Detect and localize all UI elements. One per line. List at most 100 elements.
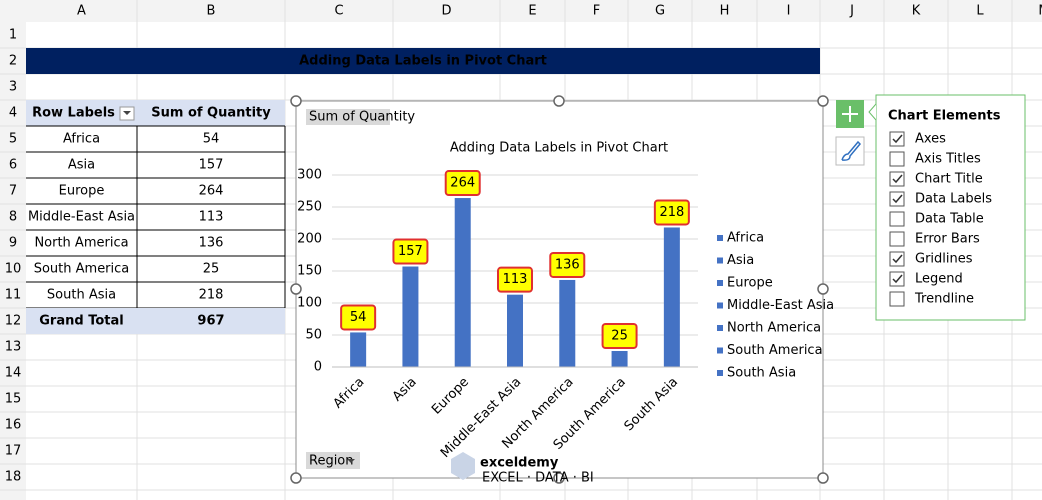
data-label-box xyxy=(392,238,429,265)
row-header: 9 xyxy=(9,236,17,251)
resize-handle[interactable] xyxy=(817,283,829,295)
checkbox[interactable] xyxy=(889,171,905,187)
legend-swatch xyxy=(717,370,723,376)
row-header: 18 xyxy=(5,470,22,485)
table-header: Row Labels xyxy=(32,106,115,121)
table-cell: Asia xyxy=(68,158,95,173)
y-tick-label: 200 xyxy=(297,232,322,247)
y-tick-label: 50 xyxy=(305,328,322,343)
table-cell: North America xyxy=(34,236,128,251)
row-header: 10 xyxy=(5,262,22,277)
resize-handle[interactable] xyxy=(290,95,302,107)
column-header: I xyxy=(787,4,791,19)
resize-handle[interactable] xyxy=(553,95,565,107)
brush-icon xyxy=(841,140,862,161)
legend-label: South America xyxy=(727,343,823,358)
bar xyxy=(507,294,523,367)
field-button[interactable] xyxy=(306,452,360,469)
legend-label: South Asia xyxy=(727,366,796,381)
watermark-name: exceldemy xyxy=(480,456,559,471)
checkbox-label: Chart Title xyxy=(915,172,983,187)
table-cell: 136 xyxy=(199,236,224,251)
column-header: H xyxy=(720,4,730,19)
resize-handle[interactable] xyxy=(290,472,302,484)
checkbox[interactable] xyxy=(889,271,905,287)
table-cell: 218 xyxy=(199,288,224,303)
checkbox-label: Gridlines xyxy=(915,252,973,267)
checkbox-label: Axis Titles xyxy=(915,152,981,167)
panel-pointer xyxy=(868,103,877,121)
watermark-logo xyxy=(451,452,475,480)
column-header: D xyxy=(441,4,451,19)
row-header: 11 xyxy=(5,288,22,303)
data-label: 218 xyxy=(659,205,684,220)
row-header: 13 xyxy=(5,340,22,355)
resize-handle[interactable] xyxy=(817,95,829,107)
resize-handle[interactable] xyxy=(553,472,565,484)
table-total-fill xyxy=(26,308,285,334)
checkbox-label: Trendline xyxy=(914,292,974,307)
field-button[interactable] xyxy=(306,109,390,125)
data-label-box xyxy=(549,251,586,278)
bar xyxy=(350,332,367,367)
value-field: Sum of Quantity xyxy=(309,110,415,125)
data-label-box xyxy=(653,199,690,226)
data-label: 157 xyxy=(398,244,423,259)
checkbox-label: Data Labels xyxy=(915,192,992,207)
legend-swatch xyxy=(717,257,723,264)
axis-field: Region xyxy=(309,454,354,469)
legend-swatch xyxy=(717,302,723,309)
y-tick-label: 0 xyxy=(314,360,322,375)
row-header: 5 xyxy=(9,132,17,147)
legend-label: Asia xyxy=(727,253,754,268)
checkbox-label: Axes xyxy=(915,132,946,147)
table-cell: South America xyxy=(34,262,130,277)
legend-swatch xyxy=(717,280,723,286)
table-cell: 54 xyxy=(203,132,220,147)
column-header: C xyxy=(334,4,343,19)
row-header: 4 xyxy=(9,106,17,121)
data-label: 54 xyxy=(350,310,367,325)
table-cell: South Asia xyxy=(47,288,116,303)
checkmark xyxy=(892,134,903,144)
banner-title: Adding Data Labels in Pivot Chart xyxy=(299,54,547,69)
resize-handle[interactable] xyxy=(817,472,829,484)
data-label: 113 xyxy=(503,272,528,287)
data-label-box xyxy=(340,304,377,331)
checkbox-label: Legend xyxy=(915,272,963,287)
data-label-box xyxy=(601,323,638,349)
checkbox-label: Data Table xyxy=(915,212,984,227)
checkmark xyxy=(892,174,903,184)
checkmark xyxy=(892,274,903,284)
table-cell: 25 xyxy=(203,262,220,277)
checkbox[interactable] xyxy=(889,211,905,227)
resize-handle[interactable] xyxy=(290,283,302,295)
column-header: A xyxy=(77,4,86,19)
bar xyxy=(559,279,576,367)
checkbox[interactable] xyxy=(889,231,905,247)
checkmark xyxy=(892,254,903,264)
checkbox[interactable] xyxy=(889,191,905,207)
column-header: L xyxy=(976,4,984,19)
checkbox[interactable] xyxy=(889,131,905,147)
column-header: F xyxy=(593,4,600,19)
table-cell: Africa xyxy=(63,132,100,147)
y-tick-label: 300 xyxy=(297,168,322,183)
checkbox[interactable] xyxy=(889,251,905,267)
chart-title: Adding Data Labels in Pivot Chart xyxy=(450,141,668,156)
row-header: 8 xyxy=(9,210,17,225)
column-header: E xyxy=(528,4,536,19)
row-header: 2 xyxy=(9,54,17,69)
checkbox[interactable] xyxy=(889,291,905,307)
row-header: 15 xyxy=(5,392,22,407)
data-label-box xyxy=(497,266,533,293)
row-header: 14 xyxy=(5,366,22,381)
column-header: M xyxy=(1038,4,1042,19)
checkbox[interactable] xyxy=(889,151,905,167)
data-label: 264 xyxy=(450,176,475,191)
table-header-fill xyxy=(26,100,285,126)
checkmark xyxy=(892,194,903,204)
legend-label: Africa xyxy=(727,231,764,246)
row-header: 17 xyxy=(5,444,22,459)
